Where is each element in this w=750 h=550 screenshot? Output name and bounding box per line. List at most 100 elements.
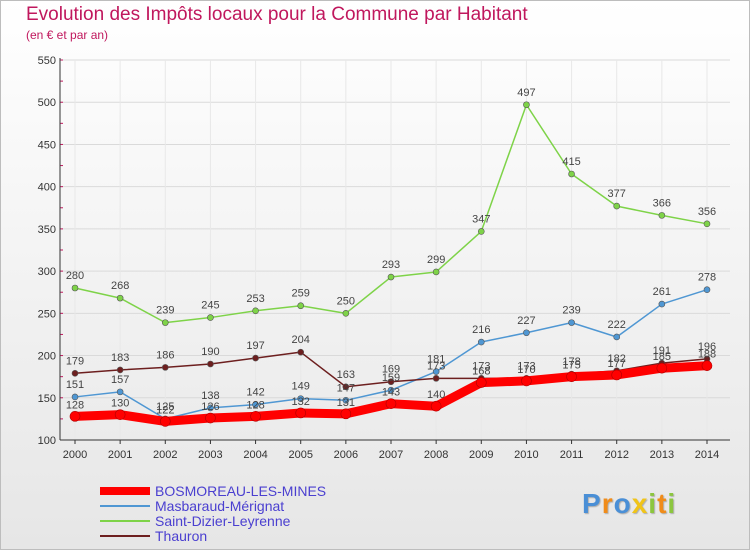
data-point bbox=[388, 274, 394, 280]
data-point bbox=[253, 308, 259, 314]
data-label: 128 bbox=[246, 399, 264, 411]
data-label: 278 bbox=[698, 272, 716, 284]
data-label: 169 bbox=[382, 364, 400, 376]
x-tick-label: 2005 bbox=[288, 449, 312, 461]
data-label: 163 bbox=[337, 369, 355, 381]
legend-label: Saint-Dizier-Leyrenne bbox=[155, 513, 291, 529]
logo-letter: x bbox=[632, 488, 649, 519]
data-point bbox=[523, 102, 529, 108]
data-label: 196 bbox=[698, 341, 716, 353]
proxiti-logo: Proxiti bbox=[582, 488, 676, 520]
data-point bbox=[569, 320, 575, 326]
x-tick-label: 2008 bbox=[424, 449, 448, 461]
x-tick-label: 2003 bbox=[198, 449, 222, 461]
data-point bbox=[704, 221, 710, 227]
data-point bbox=[117, 389, 123, 395]
data-label: 253 bbox=[246, 293, 264, 305]
y-tick-label: 300 bbox=[38, 266, 56, 278]
data-label: 216 bbox=[472, 324, 490, 336]
data-label: 128 bbox=[66, 399, 84, 411]
data-label: 197 bbox=[246, 340, 264, 352]
data-label: 261 bbox=[653, 286, 671, 298]
data-point bbox=[296, 408, 306, 418]
data-point bbox=[117, 367, 123, 373]
data-label: 259 bbox=[292, 288, 310, 300]
data-point bbox=[70, 411, 80, 421]
data-point bbox=[523, 330, 529, 336]
legend-label: Masbaraud-Mérignat bbox=[155, 498, 284, 514]
legend-label: BOSMOREAU-LES-MINES bbox=[155, 483, 326, 499]
data-point bbox=[115, 410, 125, 420]
data-label: 190 bbox=[201, 346, 219, 358]
y-tick-label: 250 bbox=[38, 308, 56, 320]
data-label: 245 bbox=[201, 300, 219, 312]
data-point bbox=[207, 315, 213, 321]
data-label: 280 bbox=[66, 270, 84, 282]
data-point bbox=[659, 212, 665, 218]
x-tick-label: 2014 bbox=[695, 449, 719, 461]
y-tick-label: 200 bbox=[38, 351, 56, 363]
data-label: 179 bbox=[66, 355, 84, 367]
data-point bbox=[478, 339, 484, 345]
data-point bbox=[207, 361, 213, 367]
data-label: 268 bbox=[111, 280, 129, 292]
data-label: 299 bbox=[427, 254, 445, 266]
data-label: 497 bbox=[517, 87, 535, 99]
x-tick-label: 2006 bbox=[334, 449, 358, 461]
data-label: 239 bbox=[562, 305, 580, 317]
data-label: 147 bbox=[337, 382, 355, 394]
data-label: 182 bbox=[608, 353, 626, 365]
logo-letter: r bbox=[602, 488, 614, 519]
data-point bbox=[386, 399, 396, 409]
data-point bbox=[659, 301, 665, 307]
logo-letter: P bbox=[582, 488, 602, 519]
y-tick-label: 400 bbox=[38, 182, 56, 194]
x-tick-label: 2009 bbox=[469, 449, 493, 461]
data-point bbox=[478, 228, 484, 234]
data-point bbox=[657, 363, 667, 373]
x-tick-label: 2002 bbox=[153, 449, 177, 461]
y-tick-label: 500 bbox=[38, 97, 56, 109]
legend-label: Thauron bbox=[155, 528, 207, 544]
logo-letter: o bbox=[614, 488, 632, 519]
data-label: 250 bbox=[337, 295, 355, 307]
data-label: 151 bbox=[66, 379, 84, 391]
data-label: 125 bbox=[156, 401, 174, 413]
data-label: 239 bbox=[156, 305, 174, 317]
data-label: 126 bbox=[201, 401, 219, 413]
data-label: 173 bbox=[517, 360, 535, 372]
y-tick-label: 550 bbox=[38, 55, 56, 67]
data-point bbox=[253, 355, 259, 361]
data-label: 222 bbox=[608, 319, 626, 331]
data-label: 142 bbox=[246, 387, 264, 399]
data-label: 366 bbox=[653, 197, 671, 209]
data-label: 204 bbox=[292, 334, 310, 346]
data-point bbox=[251, 411, 261, 421]
data-point bbox=[72, 370, 78, 376]
data-label: 178 bbox=[562, 356, 580, 368]
x-tick-label: 2010 bbox=[514, 449, 538, 461]
data-point bbox=[614, 334, 620, 340]
line-chart: 1001502002503003504004505005502000 2001 20… bbox=[0, 0, 750, 550]
data-label: 191 bbox=[653, 345, 671, 357]
data-label: 173 bbox=[472, 360, 490, 372]
data-label: 138 bbox=[201, 390, 219, 402]
data-point bbox=[341, 409, 351, 419]
y-tick-label: 450 bbox=[38, 139, 56, 151]
data-point bbox=[298, 349, 304, 355]
data-point bbox=[343, 310, 349, 316]
data-label: 131 bbox=[337, 397, 355, 409]
data-label: 149 bbox=[292, 381, 310, 393]
x-tick-label: 2001 bbox=[108, 449, 132, 461]
x-tick-label: 2011 bbox=[560, 449, 584, 461]
data-point bbox=[476, 378, 486, 388]
data-label: 356 bbox=[698, 206, 716, 218]
data-label: 377 bbox=[608, 188, 626, 200]
logo-letter: t bbox=[657, 488, 667, 519]
data-label: 415 bbox=[562, 156, 580, 168]
x-tick-label: 2012 bbox=[604, 449, 628, 461]
x-tick-label: 2013 bbox=[650, 449, 674, 461]
data-point bbox=[433, 375, 439, 381]
data-label: 183 bbox=[111, 352, 129, 364]
y-tick-label: 350 bbox=[38, 224, 56, 236]
